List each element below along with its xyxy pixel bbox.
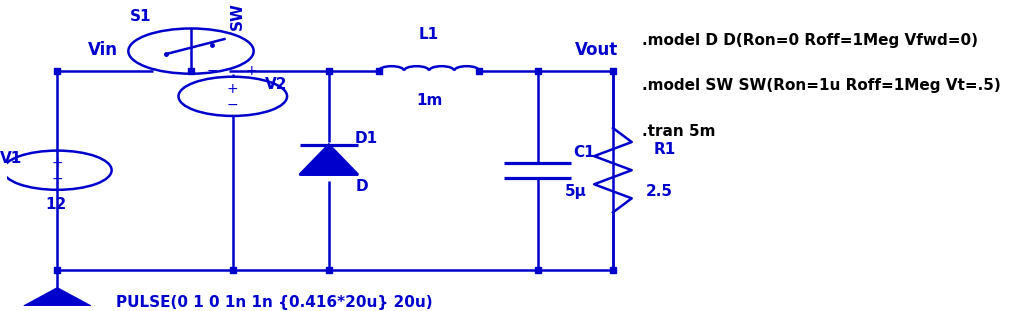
Text: L1: L1 (419, 27, 440, 42)
Text: D1: D1 (355, 131, 378, 146)
Text: V1: V1 (0, 151, 22, 166)
Text: V2: V2 (265, 77, 288, 92)
Text: .tran 5m: .tran 5m (642, 123, 715, 138)
Text: 1m: 1m (416, 93, 443, 108)
Text: 2.5: 2.5 (645, 184, 673, 199)
Text: −: − (227, 98, 239, 112)
Text: S1: S1 (130, 9, 152, 24)
Text: PULSE(0 1 0 1n 1n {0.416*20u} 20u): PULSE(0 1 0 1n 1n {0.416*20u} 20u) (116, 295, 433, 310)
Text: −: − (206, 64, 218, 78)
Text: .model SW SW(Ron=1u Roff=1Meg Vt=.5): .model SW SW(Ron=1u Roff=1Meg Vt=.5) (642, 78, 1001, 93)
Text: +: + (52, 156, 63, 170)
Polygon shape (24, 288, 91, 306)
Text: +: + (227, 82, 239, 96)
Text: C1: C1 (573, 145, 595, 160)
Polygon shape (300, 145, 359, 175)
Text: +: + (245, 64, 257, 78)
Text: Vin: Vin (88, 41, 119, 58)
Text: −: − (52, 172, 63, 186)
Text: Vout: Vout (574, 41, 618, 58)
Text: 12: 12 (45, 197, 66, 212)
Text: SW: SW (230, 2, 244, 30)
Text: R1: R1 (653, 142, 676, 157)
Text: 5μ: 5μ (564, 184, 587, 199)
Text: .model D D(Ron=0 Roff=1Meg Vfwd=0): .model D D(Ron=0 Roff=1Meg Vfwd=0) (642, 33, 979, 48)
Text: D: D (356, 179, 369, 194)
